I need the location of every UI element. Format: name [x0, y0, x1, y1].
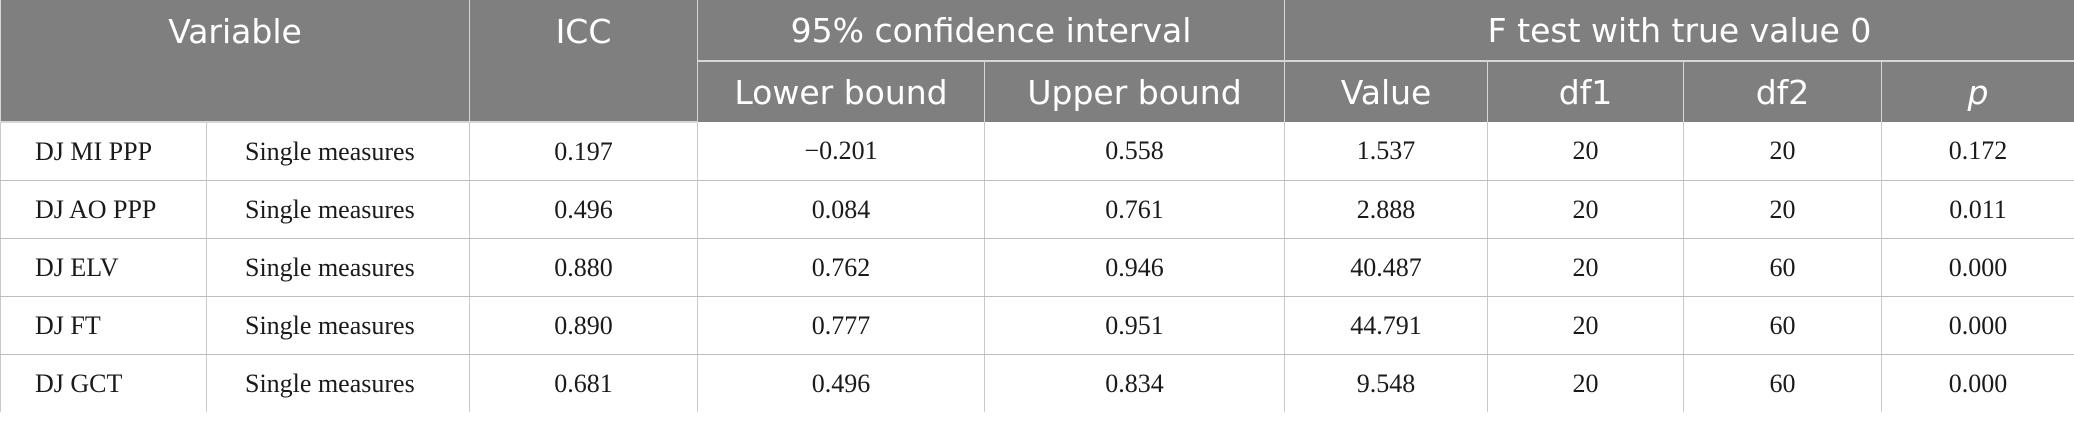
- table-row: DJ ELV Single measures 0.880 0.762 0.946…: [0, 238, 2074, 297]
- cell-upper-bound: 0.558: [983, 122, 1286, 181]
- header-confidence-interval: 95% confidence interval: [696, 0, 1286, 62]
- cell-lower-bound: 0.762: [697, 238, 985, 297]
- cell-df2: 20: [1683, 122, 1883, 181]
- cell-df2: 60: [1683, 296, 1883, 355]
- icc-table: Variable ICC 95% confidence interval F t…: [0, 0, 2074, 412]
- header-lower-bound: Lower bound: [697, 60, 985, 122]
- cell-lower-bound: 0.777: [697, 296, 985, 355]
- cell-lower-bound: 0.496: [697, 354, 985, 412]
- table-header: Variable ICC 95% confidence interval F t…: [0, 0, 2074, 123]
- cell-variable: DJ FT: [0, 296, 207, 355]
- cell-measure: Single measures: [206, 122, 470, 181]
- table-row: DJ GCT Single measures 0.681 0.496 0.834…: [0, 354, 2074, 412]
- header-df2: df2: [1683, 60, 1883, 122]
- cell-variable: DJ GCT: [0, 354, 207, 412]
- cell-p: 0.000: [1881, 354, 2074, 412]
- header-icc: ICC: [469, 0, 698, 123]
- cell-df1: 20: [1487, 122, 1685, 181]
- cell-icc: 0.496: [469, 180, 698, 239]
- cell-value: 1.537: [1284, 122, 1489, 181]
- cell-df1: 20: [1487, 238, 1685, 297]
- cell-icc: 0.880: [469, 238, 698, 297]
- cell-p: 0.011: [1881, 180, 2074, 239]
- table-body: DJ MI PPP Single measures 0.197 −0.201 0…: [0, 122, 2074, 412]
- cell-value: 40.487: [1284, 238, 1489, 297]
- cell-lower-bound: 0.084: [697, 180, 985, 239]
- header-value: Value: [1284, 60, 1489, 122]
- table-row: DJ AO PPP Single measures 0.496 0.084 0.…: [0, 180, 2074, 239]
- cell-p: 0.172: [1881, 122, 2074, 181]
- cell-p: 0.000: [1881, 296, 2074, 355]
- cell-upper-bound: 0.946: [983, 238, 1286, 297]
- cell-value: 44.791: [1284, 296, 1489, 355]
- cell-value: 2.888: [1284, 180, 1489, 239]
- cell-variable: DJ MI PPP: [0, 122, 207, 181]
- table-row: DJ FT Single measures 0.890 0.777 0.951 …: [0, 296, 2074, 355]
- header-variable: Variable: [0, 0, 470, 123]
- cell-icc: 0.681: [469, 354, 698, 412]
- cell-lower-bound: −0.201: [697, 122, 985, 181]
- cell-upper-bound: 0.834: [983, 354, 1286, 412]
- cell-upper-bound: 0.951: [983, 296, 1286, 355]
- cell-df1: 20: [1487, 296, 1685, 355]
- header-f-test: F test with true value 0: [1284, 0, 2074, 62]
- cell-measure: Single measures: [206, 180, 470, 239]
- cell-df2: 60: [1683, 354, 1883, 412]
- header-p: p: [1881, 60, 2074, 122]
- cell-df1: 20: [1487, 180, 1685, 239]
- cell-measure: Single measures: [206, 238, 470, 297]
- header-upper-bound: Upper bound: [983, 60, 1286, 122]
- cell-variable: DJ AO PPP: [0, 180, 207, 239]
- cell-df2: 20: [1683, 180, 1883, 239]
- cell-value: 9.548: [1284, 354, 1489, 412]
- cell-measure: Single measures: [206, 354, 470, 412]
- cell-df2: 60: [1683, 238, 1883, 297]
- cell-variable: DJ ELV: [0, 238, 207, 297]
- cell-measure: Single measures: [206, 296, 470, 355]
- cell-icc: 0.890: [469, 296, 698, 355]
- cell-icc: 0.197: [469, 122, 698, 181]
- header-df1: df1: [1487, 60, 1685, 122]
- table-row: DJ MI PPP Single measures 0.197 −0.201 0…: [0, 122, 2074, 181]
- header-row-1: Variable ICC 95% confidence interval F t…: [0, 0, 2074, 123]
- cell-df1: 20: [1487, 354, 1685, 412]
- header-row-2: Lower bound Upper bound Value df1 df2 p: [1, 60, 2074, 122]
- cell-p: 0.000: [1881, 238, 2074, 297]
- cell-upper-bound: 0.761: [983, 180, 1286, 239]
